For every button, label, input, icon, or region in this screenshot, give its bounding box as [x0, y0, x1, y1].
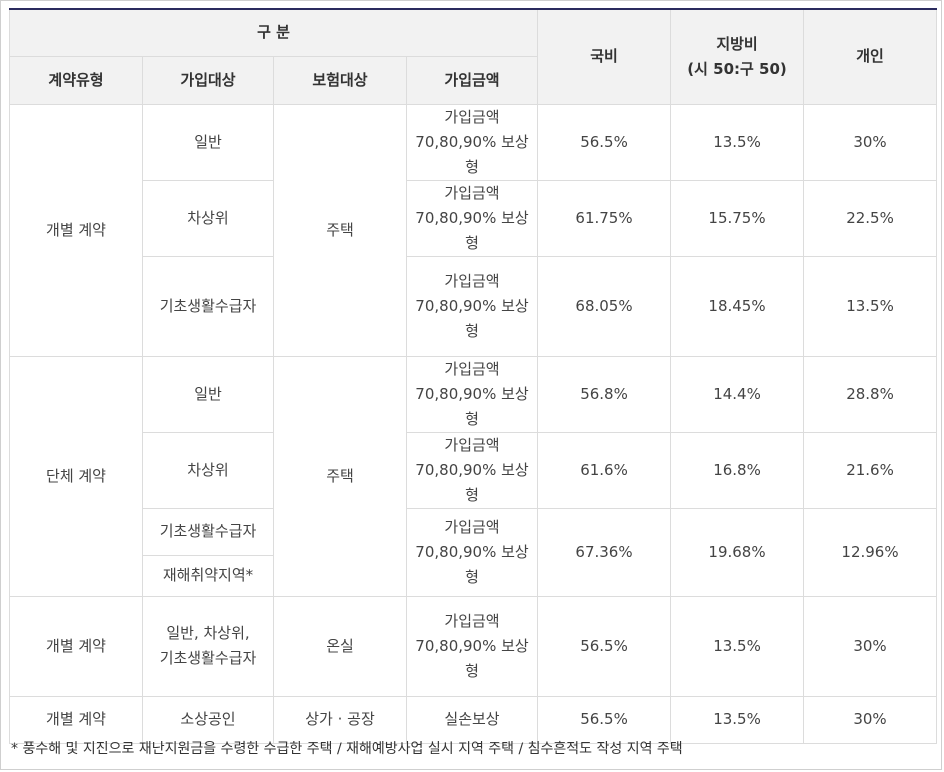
cell-personal: 30%	[803, 103, 938, 181]
amount-l1: 가입금액	[444, 271, 500, 290]
cell-national: 68.05%	[537, 255, 672, 357]
table-row: 차상위 가입금액 70,80,90% 보상형 61.6% 16.8% 21.6%	[10, 431, 938, 509]
cell-insured: 온실	[273, 595, 407, 697]
cell-target: 일반	[142, 103, 274, 181]
cell-national: 56.5%	[537, 695, 672, 744]
table-row: 개별 계약 일반, 차상위, 기초생활수급자 온실 가입금액 70,80,90% 보…	[9, 595, 938, 697]
cell-amount: 실손보상	[405, 695, 539, 744]
header-amount: 가입금액	[405, 55, 539, 105]
cell-national: 61.6%	[537, 431, 672, 509]
cell-national: 56.5%	[537, 103, 672, 181]
cell-insured: 주택	[273, 103, 407, 357]
cell-personal: 13.5%	[803, 255, 938, 357]
cell-contract-type: 개별 계약	[9, 695, 143, 744]
cell-personal: 30%	[803, 695, 938, 744]
cell-target: 일반	[142, 355, 274, 433]
footnote: * 풍수해 및 지진으로 재난지원금을 수령한 수급한 주택 / 재해예방사업 …	[11, 741, 683, 757]
table-row: 개별 계약 일반 주택 가입금액 70,80,90% 보상형 56.5% 13.5…	[9, 103, 938, 357]
cell-amount: 가입금액 70,80,90% 보상형	[405, 431, 539, 509]
header-personal: 개인	[803, 8, 938, 105]
cell-amount: 가입금액 70,80,90% 보상형	[405, 103, 539, 181]
cell-contract-type: 단체 계약	[9, 355, 143, 597]
cell-target: 차상위	[142, 179, 274, 257]
header-local-l2: (시 50:구 50)	[687, 59, 787, 78]
amount-l1: 가입금액	[444, 359, 500, 378]
cell-insured: 주택	[273, 355, 407, 597]
table-row: 기초생활수급자 가입금액 70,80,90% 보상형 68.05% 18.45% …	[10, 255, 938, 357]
cell-local: 13.5%	[670, 103, 805, 181]
cell-local: 13.5%	[670, 595, 805, 697]
amount-l2: 70,80,90% 보상형	[415, 384, 529, 428]
cell-target: 기초생활수급자	[142, 507, 274, 556]
cell-target: 일반, 차상위, 기초생활수급자	[142, 595, 274, 697]
cell-personal: 22.5%	[803, 179, 938, 257]
cell-amount: 가입금액 70,80,90% 보상형	[405, 595, 539, 697]
amount-l1: 가입금액	[444, 107, 500, 126]
cell-personal: 21.6%	[803, 431, 938, 509]
cell-local: 16.8%	[670, 431, 805, 509]
table-row: 개별 계약 소상공인 상가 · 공장 실손보상 56.5% 13.5% 30%	[9, 695, 938, 744]
cell-local: 13.5%	[670, 695, 805, 744]
insurance-subsidy-table: 구 분 국비 지방비 (시 50:구 50) 개인 계약유형 가입대상 보험대상 …	[8, 8, 938, 744]
cell-insured: 상가 · 공장	[273, 695, 407, 744]
amount-l2: 70,80,90% 보상형	[415, 460, 529, 504]
target-l2: 기초생활수급자	[159, 649, 257, 667]
cell-local: 18.45%	[670, 255, 805, 357]
cell-local: 19.68%	[670, 507, 805, 597]
cell-amount: 가입금액 70,80,90% 보상형	[405, 355, 539, 433]
cell-target: 기초생활수급자	[142, 255, 274, 357]
cell-contract-type: 개별 계약	[9, 595, 143, 697]
cell-target: 재해취약지역*	[142, 554, 274, 597]
amount-l2: 70,80,90% 보상형	[415, 208, 529, 252]
cell-national: 67.36%	[537, 507, 672, 597]
cell-personal: 28.8%	[803, 355, 938, 433]
amount-l1: 가입금액	[444, 517, 500, 536]
header-group: 구 분	[8, 8, 539, 57]
cell-target: 차상위	[142, 431, 274, 509]
cell-amount: 가입금액 70,80,90% 보상형	[405, 179, 539, 257]
cell-amount: 가입금액 70,80,90% 보상형	[405, 507, 539, 597]
header-contract-type: 계약유형	[9, 55, 143, 105]
cell-national: 56.8%	[537, 355, 672, 433]
header-local-l1: 지방비	[716, 34, 758, 53]
cell-local: 14.4%	[670, 355, 805, 433]
amount-l2: 70,80,90% 보상형	[415, 636, 529, 680]
table-row: 차상위 가입금액 70,80,90% 보상형 61.75% 15.75% 22.5…	[10, 179, 938, 257]
header-national: 국비	[537, 8, 672, 105]
amount-l1: 가입금액	[444, 183, 500, 202]
cell-amount: 가입금액 70,80,90% 보상형	[405, 255, 539, 357]
cell-national: 61.75%	[537, 179, 672, 257]
cell-personal: 12.96%	[803, 507, 938, 597]
header-insured: 보험대상	[273, 55, 407, 105]
header-target: 가입대상	[142, 55, 274, 105]
cell-target: 소상공인	[142, 695, 274, 744]
amount-l2: 70,80,90% 보상형	[415, 296, 529, 340]
cell-local: 15.75%	[670, 179, 805, 257]
table-row: 기초생활수급자 가입금액 70,80,90% 보상형 67.36% 19.68% …	[10, 507, 938, 597]
cell-personal: 30%	[803, 595, 938, 697]
amount-l1: 가입금액	[444, 435, 500, 454]
target-l1: 일반, 차상위,	[166, 624, 250, 642]
cell-national: 56.5%	[537, 595, 672, 697]
amount-l1: 가입금액	[444, 611, 500, 630]
amount-l2: 70,80,90% 보상형	[415, 132, 529, 176]
cell-contract-type: 개별 계약	[9, 103, 143, 357]
table-row: 단체 계약 일반 주택 가입금액 70,80,90% 보상형 56.8% 14.4…	[9, 355, 938, 597]
amount-l2: 70,80,90% 보상형	[415, 542, 529, 586]
header-local: 지방비 (시 50:구 50)	[670, 8, 805, 105]
